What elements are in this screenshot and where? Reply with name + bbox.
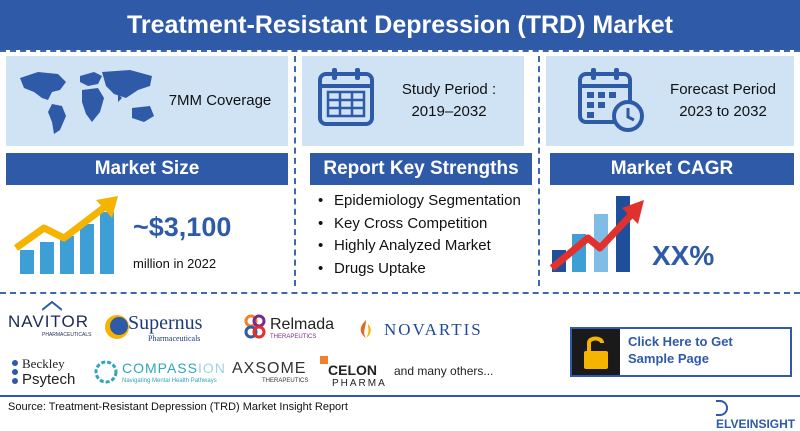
cta-line-1: Click Here to Get [628,334,733,349]
forecast-period-label: Forecast Period [670,81,776,98]
coverage-card [6,56,288,146]
list-item: Drugs Uptake [312,258,542,281]
cta-line-2: Sample Page [628,351,709,366]
calendar-icon [318,68,374,126]
study-period-label: Study Period : [401,81,497,98]
coverage-label: 7MM Coverage [168,92,272,109]
relmada-tagline: THERAPEUTICS [270,334,317,340]
divider [0,395,800,397]
cagr-chart-icon [549,196,644,272]
sample-page-link[interactable]: Click Here to Get Sample Page [628,333,778,367]
market-size-heading: Market Size [6,153,288,185]
celon-name: CELON [328,362,377,378]
forecast-period-value: 2023 to 2032 [679,103,767,120]
key-strengths-list: Epidemiology Segmentation Key Cross Comp… [312,190,542,280]
supernus-name: Supernus [128,312,203,334]
celon-mark-icon [320,356,328,364]
list-item: Highly Analyzed Market [312,235,542,258]
novartis-name: NOVARTIS [384,320,483,339]
more-companies-text: and many others... [394,364,494,378]
compass-name-faded: ION [197,360,226,376]
brand-name: ELVEINSIGHT [716,417,796,431]
navitor-name: NAVITOR [8,312,89,331]
supernus-tagline: Pharmaceuticals [148,334,201,343]
relmada-mark-icon [244,314,266,339]
cagr-value: XX% [652,240,715,271]
market-size-value: ~$3,100 [133,212,232,242]
list-item: Key Cross Competition [312,213,542,236]
axsome-logo: AXSOME THERAPEUTICS [232,360,322,384]
celon-tagline: PHARMA [332,378,387,389]
page-title: Treatment-Resistant Depression (TRD) Mar… [127,11,673,39]
list-item: Epidemiology Segmentation [312,190,542,213]
source-note: Source: Treatment-Resistant Depression (… [8,401,348,413]
navitor-logo: NAVITOR PHARMACEUTICALS [8,300,98,338]
divider [538,56,540,286]
beckley-mark-icon [12,360,18,384]
beckley-name: Beckley [22,356,65,371]
growth-chart-icon [14,196,118,274]
unlock-icon [584,336,608,369]
relmada-name: Relmada [270,316,335,333]
divider [0,292,800,294]
psytech-name: Psytech [22,371,76,388]
novartis-flame-icon [360,320,371,338]
forecast-period-card [546,56,794,146]
study-period-value: 2019–2032 [411,103,487,120]
calendar-clock-icon [578,68,644,132]
key-strengths-heading: Report Key Strengths [310,153,532,185]
world-map-icon [20,70,154,134]
divider [0,50,800,52]
compass-name: COMPASS [122,360,198,376]
compass-mark-icon [94,360,118,384]
brand-d-icon [716,400,728,416]
axsome-name: AXSOME [232,360,307,377]
compass-tagline: Navigating Mental Health Pathways [122,378,217,384]
axsome-tagline: THERAPEUTICS [262,378,309,384]
navitor-mark-icon [42,300,62,311]
divider [294,56,296,286]
market-cagr-heading: Market CAGR [550,153,794,185]
supernus-mark-icon [105,315,129,339]
lock-icon-box[interactable] [572,329,620,375]
market-size-year: million in 2022 [133,256,217,271]
navitor-tagline: PHARMACEUTICALS [42,332,92,338]
title-banner [0,0,800,50]
brand-logo: ELVEINSIGHT [716,400,800,431]
